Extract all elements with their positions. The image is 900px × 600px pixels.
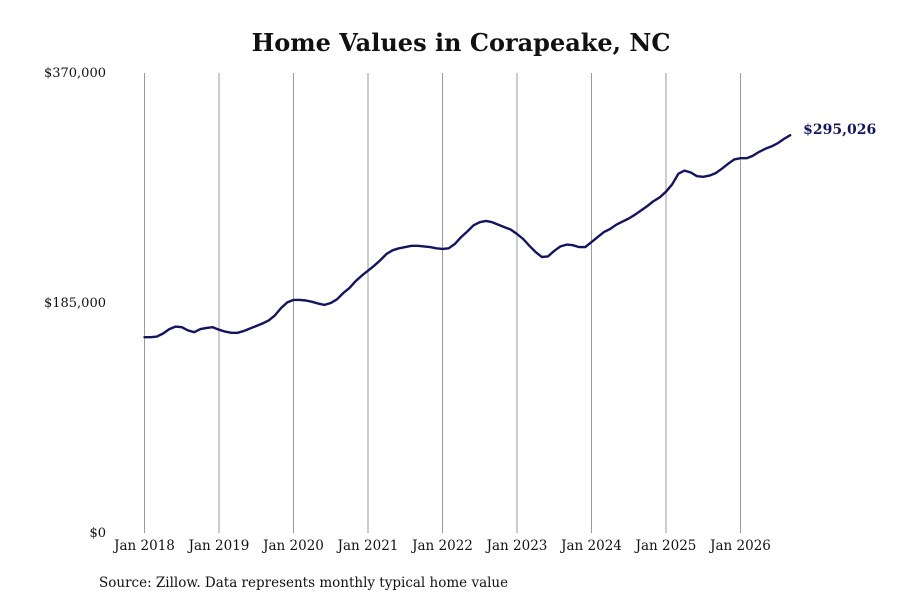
- source-note: Source: Zillow. Data represents monthly …: [99, 575, 508, 591]
- end-value-label: $295,026: [803, 122, 876, 138]
- x-tick-label: Jan 2026: [708, 538, 771, 554]
- x-tick-label: Jan 2019: [187, 538, 250, 554]
- series-line: [143, 134, 792, 339]
- y-tick-label: $370,000: [44, 66, 106, 81]
- x-tick-label: Jan 2020: [261, 538, 324, 554]
- x-tick-label: Jan 2024: [559, 538, 622, 554]
- x-axis: Jan 2018 Jan 2019 Jan 2020 Jan 2021 Jan 2022…: [112, 538, 771, 554]
- y-axis: $0 $185,000 $370,000: [44, 66, 106, 541]
- y-tick-label: $0: [89, 526, 106, 541]
- chart-title: Home Values in Corapeake, NC: [252, 28, 671, 57]
- x-tick-label: Jan 2023: [485, 538, 548, 554]
- x-tick-label: Jan 2021: [336, 538, 399, 554]
- x-tick-label: Jan 2025: [634, 538, 697, 554]
- x-tick-label: Jan 2018: [112, 538, 175, 554]
- y-tick-label: $185,000: [44, 296, 106, 311]
- grid: [144, 73, 741, 533]
- x-tick-label: Jan 2022: [410, 538, 473, 554]
